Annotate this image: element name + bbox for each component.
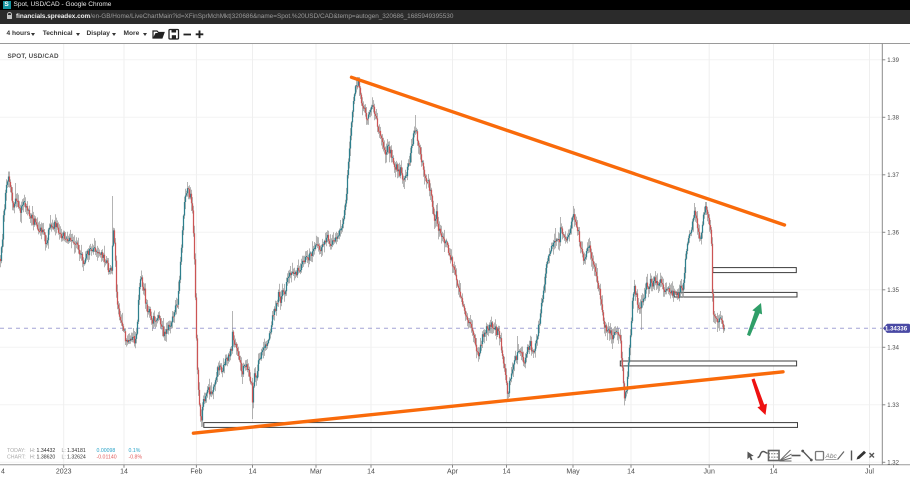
svg-text:1.38: 1.38: [887, 116, 899, 122]
svg-text:1.33: 1.33: [887, 403, 899, 409]
svg-text:1.38620: 1.38620: [37, 455, 56, 461]
svg-text:Mar: Mar: [310, 468, 323, 475]
svg-text:1.32624: 1.32624: [67, 455, 86, 461]
svg-text:SPOT, USD/CAD: SPOT, USD/CAD: [8, 53, 59, 60]
svg-text:1.37: 1.37: [887, 173, 899, 179]
svg-text:CHART:: CHART:: [7, 455, 26, 461]
svg-text:14: 14: [503, 468, 511, 475]
svg-text:4: 4: [1, 468, 5, 475]
svg-text:1.35: 1.35: [887, 288, 899, 294]
svg-text:-0.8%: -0.8%: [129, 455, 143, 461]
svg-text:14: 14: [627, 468, 635, 475]
svg-text:1.36: 1.36: [887, 231, 899, 237]
svg-text:0.1%: 0.1%: [129, 448, 141, 454]
svg-text:-0.01140: -0.01140: [97, 455, 117, 461]
svg-text:14: 14: [249, 468, 257, 475]
svg-text:L:: L:: [62, 448, 66, 454]
svg-text:H:: H:: [30, 455, 35, 461]
svg-text:1.32: 1.32: [887, 461, 899, 467]
svg-text:Apr: Apr: [447, 468, 459, 475]
svg-text:Abc: Abc: [825, 453, 838, 460]
svg-text:Jun: Jun: [704, 468, 715, 475]
svg-text:Feb: Feb: [190, 468, 202, 475]
svg-text:14: 14: [367, 468, 375, 475]
svg-text:1.34: 1.34: [887, 346, 899, 352]
svg-text:May: May: [566, 468, 580, 475]
svg-text:1.34181: 1.34181: [67, 448, 86, 454]
svg-text:1.34336: 1.34336: [885, 326, 908, 333]
svg-text:1.39: 1.39: [887, 58, 899, 64]
svg-text:TODAY:: TODAY:: [7, 448, 26, 454]
svg-text:1.34432: 1.34432: [37, 448, 56, 454]
svg-text:H:: H:: [30, 448, 35, 454]
svg-text:2023: 2023: [56, 468, 72, 475]
svg-text:0.00098: 0.00098: [97, 448, 116, 454]
svg-text:Jul: Jul: [865, 468, 874, 475]
svg-text:14: 14: [120, 468, 128, 475]
svg-text:L:: L:: [62, 455, 66, 461]
svg-text:14: 14: [770, 468, 778, 475]
